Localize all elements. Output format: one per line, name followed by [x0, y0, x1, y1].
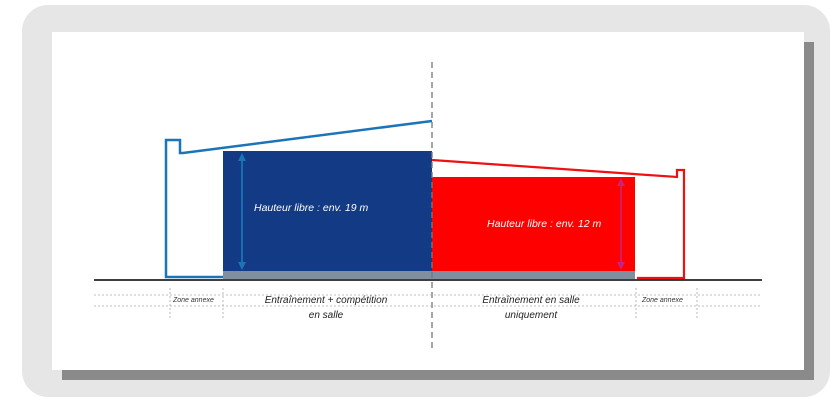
right-zone-label-line2: uniquement: [505, 310, 558, 321]
right-hall-fill: [432, 177, 635, 271]
right-zone-label-line1: Entraînement en salle: [482, 295, 580, 306]
left-hall-outline: [164, 119, 433, 279]
left-height-label: Hauteur libre : env. 19 m: [254, 202, 368, 214]
left-zone-label-line2: en salle: [309, 310, 344, 321]
right-height-label: Hauteur libre : env. 12 m: [487, 218, 601, 230]
right-hall-outline: [431, 158, 686, 280]
annex-right-label: Zone annexe: [641, 297, 683, 304]
left-height-arrow-top-head: [238, 153, 246, 161]
floor-slab: [223, 271, 635, 279]
left-height-arrow-bottom-head: [238, 262, 246, 270]
left-hall-fill: [223, 151, 432, 271]
annex-left-label: Zone annexe: [172, 297, 214, 304]
left-zone-label-line1: Entraînement + compétition: [265, 295, 388, 306]
right-height-arrow-top-head: [617, 178, 625, 186]
right-height-arrow-bottom-head: [617, 262, 625, 270]
